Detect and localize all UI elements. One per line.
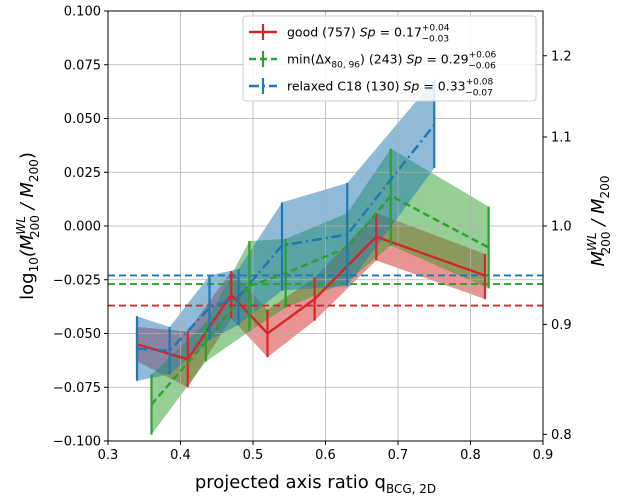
right-label-sub: 200 bbox=[599, 231, 613, 254]
legend-label: good (757) bbox=[287, 25, 360, 40]
y-label-log: log bbox=[17, 272, 38, 299]
x-axis-label-sub: BCG, 2D bbox=[386, 482, 436, 496]
axes: 0.3 0.4 0.5 0.6 0.7 0.8 0.9 −0.100 −0.075 −0.050 −… bbox=[14, 5, 613, 497]
x-tick-label: 0.9 bbox=[533, 448, 554, 463]
y-label-sub2: 200 bbox=[27, 159, 41, 182]
x-tick-label: 0.6 bbox=[315, 448, 336, 463]
right-tick-label: 1.1 bbox=[551, 131, 572, 146]
x-tick-label: 0.5 bbox=[243, 448, 264, 463]
legend: good (757) Sp = 0.17+0.04 −0.03 min(Δx80, … bbox=[242, 15, 537, 102]
x-tick-label: 0.4 bbox=[170, 448, 191, 463]
legend-value: = 0.29 bbox=[422, 52, 468, 67]
y-axis-label: log10(MWL200 / M200) bbox=[14, 152, 42, 300]
legend-sp: Sp bbox=[404, 79, 420, 94]
legend-err-low: −0.03 bbox=[421, 35, 449, 45]
x-tick-label: 0.8 bbox=[460, 448, 481, 463]
legend-value: = 0.33 bbox=[419, 79, 465, 94]
y-tick-label: −0.075 bbox=[53, 381, 101, 396]
legend-err-high: +0.08 bbox=[466, 78, 494, 88]
x-tick-label: 0.7 bbox=[388, 448, 409, 463]
right-label-div: / M bbox=[588, 198, 609, 232]
right-tick-label: 0.9 bbox=[551, 318, 572, 333]
y-tick-label: −0.050 bbox=[53, 327, 101, 342]
legend-entry-1: min(Δx80, 96) (243) Sp = 0.29+0.06 −0.06 bbox=[287, 51, 496, 72]
legend-err-high: +0.04 bbox=[422, 24, 450, 34]
legend-entry-0: good (757) Sp = 0.17+0.04 −0.03 bbox=[287, 24, 450, 45]
legend-label-sub: 80, 96 bbox=[331, 61, 360, 71]
right-label-sup: WL bbox=[585, 232, 599, 251]
y-tick-label: −0.100 bbox=[53, 435, 101, 450]
right-tick-label: 1.0 bbox=[551, 220, 572, 235]
right-label-m: M bbox=[588, 250, 609, 266]
y-tick-label: 0.100 bbox=[64, 5, 101, 20]
y-tick-label: 0.000 bbox=[64, 220, 101, 235]
y-label-div: / M bbox=[17, 182, 38, 216]
legend-sp: Sp bbox=[360, 25, 376, 40]
y-tick-label: −0.025 bbox=[53, 273, 101, 288]
x-tick-label: 0.3 bbox=[98, 448, 119, 463]
y-tick-label: 0.025 bbox=[64, 166, 101, 181]
reference-lines bbox=[108, 274, 543, 307]
legend-label: min(Δx bbox=[287, 52, 331, 67]
y-label-close: ) bbox=[17, 152, 38, 159]
legend-err-low: −0.07 bbox=[465, 89, 493, 99]
legend-sp: Sp bbox=[406, 52, 422, 67]
legend-box bbox=[242, 15, 537, 102]
legend-label-tail: ) (243) bbox=[360, 52, 406, 67]
y-label-log-base: 10 bbox=[27, 257, 41, 272]
right-tick-label: 1.2 bbox=[551, 49, 572, 64]
legend-value: = 0.17 bbox=[376, 25, 422, 40]
legend-err-high: +0.06 bbox=[469, 51, 497, 61]
legend-label: relaxed C18 (130) bbox=[287, 79, 404, 94]
y-label-m: (M bbox=[17, 234, 38, 257]
y-label-sub: 200 bbox=[28, 215, 42, 238]
right-tick-label: 0.8 bbox=[551, 428, 572, 443]
x-axis-label-main: projected axis ratio q bbox=[195, 472, 386, 493]
legend-err-low: −0.06 bbox=[468, 62, 496, 72]
y-label-sup: WL bbox=[14, 216, 28, 235]
y-tick-label: 0.075 bbox=[64, 58, 101, 73]
x-axis-label: projected axis ratio qBCG, 2D bbox=[195, 472, 436, 496]
y-tick-label: 0.050 bbox=[64, 112, 101, 127]
right-label-sub2: 200 bbox=[598, 176, 612, 199]
legend-entry-2: relaxed C18 (130) Sp = 0.33+0.08 −0.07 bbox=[287, 78, 493, 99]
right-axis-label: MWL200 / M200 bbox=[585, 176, 613, 267]
series-lines bbox=[135, 79, 490, 435]
error-band-1 bbox=[151, 148, 489, 435]
